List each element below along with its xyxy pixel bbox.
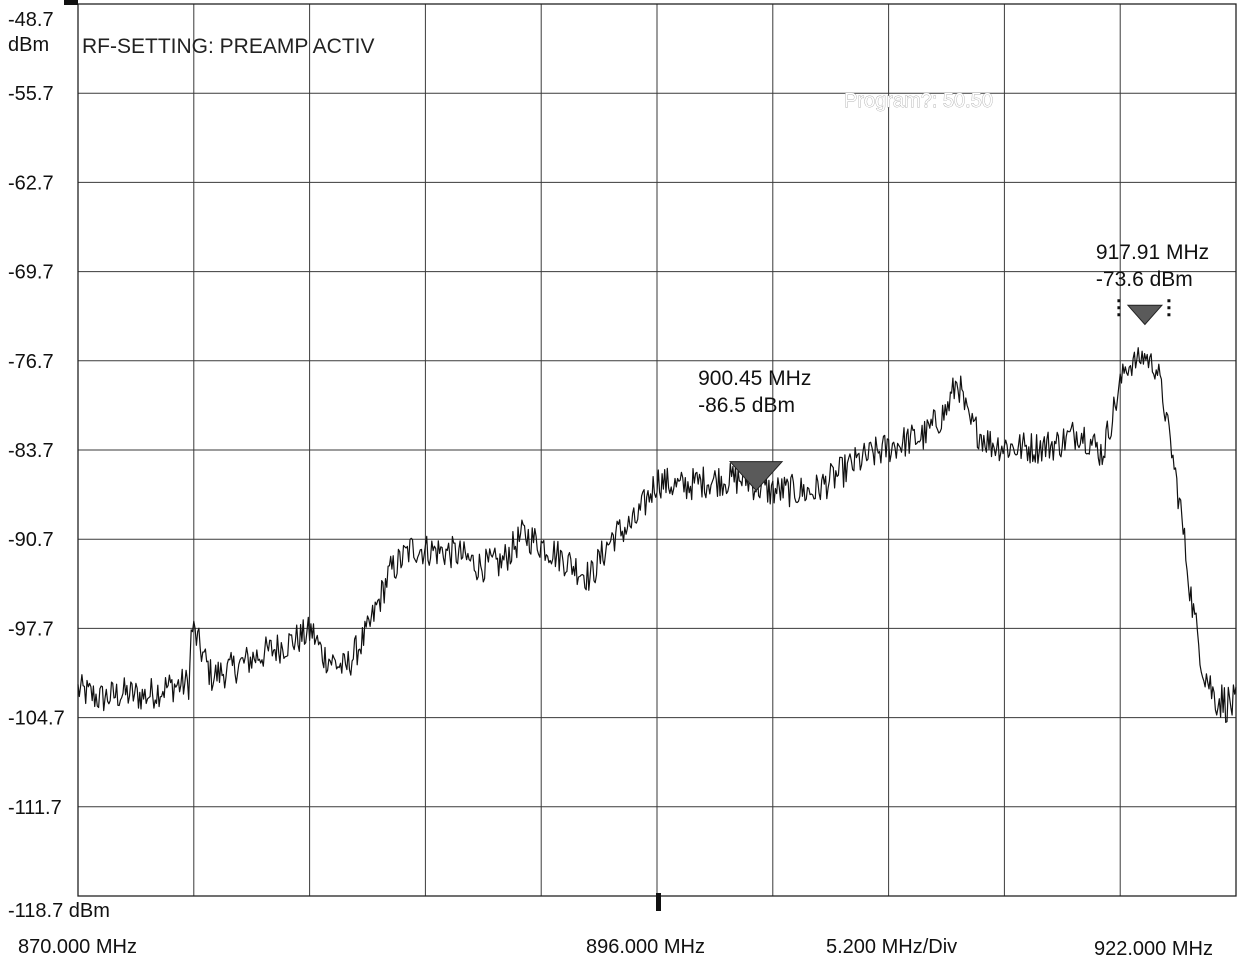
y-axis-unit-label: dBm bbox=[8, 34, 49, 56]
y-tick-label: -97.7 bbox=[8, 618, 54, 640]
y-tick-label: -76.7 bbox=[8, 351, 54, 373]
x-axis-span-label: 5.200 MHz/Div bbox=[826, 936, 957, 958]
grid bbox=[78, 4, 1236, 896]
center-frequency-tick bbox=[656, 893, 661, 911]
y-tick-label: -83.7 bbox=[8, 440, 54, 462]
marker-level-label: -86.5 dBm bbox=[698, 394, 795, 417]
y-tick-label: -118.7 dBm bbox=[8, 900, 110, 922]
x-start-label: 870.000 MHz bbox=[18, 936, 137, 958]
marker-level-label: -73.6 dBm bbox=[1096, 268, 1193, 291]
marker-frequency-label: 917.91 MHz bbox=[1096, 241, 1209, 264]
y-tick-label: -111.7 bbox=[8, 797, 62, 819]
marker-frequency-label: 900.45 MHz bbox=[698, 367, 811, 390]
marker-triangle bbox=[728, 461, 784, 492]
y-tick-label: -90.7 bbox=[8, 529, 54, 551]
y-tick-label: -104.7 bbox=[8, 708, 65, 730]
x-stop-label: 922.000 MHz bbox=[1094, 938, 1213, 960]
program-note: Program?: 50.50 bbox=[844, 90, 993, 112]
y-tick-label: -48.7 bbox=[8, 9, 54, 31]
y-tick-label: -69.7 bbox=[8, 262, 54, 284]
x-center-label: 896.000 MHz bbox=[586, 936, 705, 958]
y-axis-ticks: -48.7 -55.7 -62.7 -69.7 -76.7 -83.7 -90.7 -97.7… bbox=[8, 9, 110, 922]
marker-triangle bbox=[1126, 304, 1164, 326]
y-tick-label: -55.7 bbox=[8, 83, 54, 105]
y-tick-label: -62.7 bbox=[8, 172, 54, 194]
spectrum-trace bbox=[77, 347, 1237, 723]
ref-level-tick bbox=[64, 0, 78, 5]
chart-title: RF-SETTING: PREAMP ACTIV bbox=[82, 35, 374, 58]
markers: 900.45 MHz -86.5 dBm 917.91 MHz -73.6 dBm bbox=[698, 241, 1209, 492]
